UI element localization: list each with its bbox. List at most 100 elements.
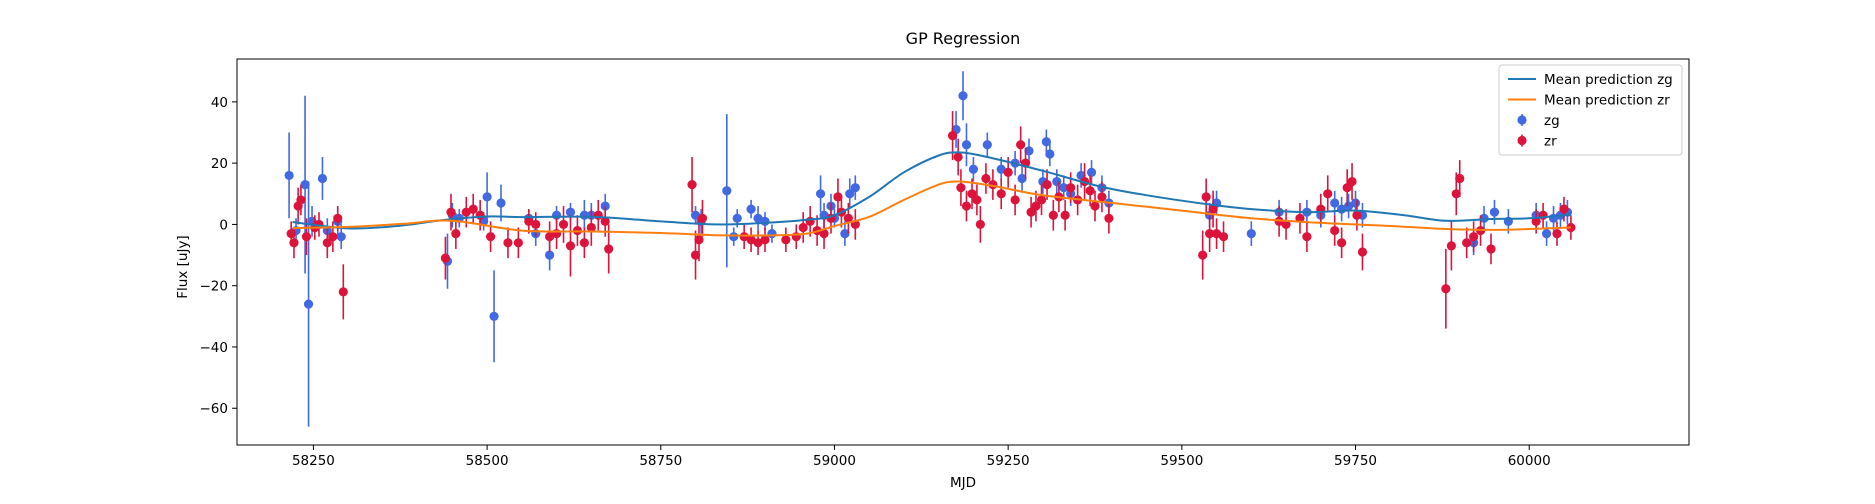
data-point-zr	[1060, 210, 1070, 220]
data-point-zr	[843, 213, 853, 223]
data-point-zg	[1045, 149, 1055, 159]
x-tick-label: 59250	[987, 453, 1030, 469]
data-point-zr	[604, 244, 614, 254]
line-mean-prediction-zg	[292, 151, 1571, 230]
data-point-zr	[475, 210, 485, 220]
data-point-zr	[690, 250, 701, 260]
legend: Mean prediction zg Mean prediction zr zg zr	[1498, 64, 1683, 156]
data-point-zr	[819, 229, 829, 239]
data-point-zr	[1357, 247, 1368, 257]
data-point-zr	[781, 235, 791, 245]
data-point-zr	[1211, 229, 1222, 239]
x-tick-label: 59500	[1160, 453, 1203, 469]
data-point-zr	[600, 216, 610, 226]
data-point-zr	[1446, 241, 1456, 251]
legend-label: zr	[1544, 134, 1557, 150]
data-point-zr	[1552, 229, 1562, 239]
data-point-zg	[545, 250, 555, 260]
data-point-zr	[753, 238, 763, 248]
data-point-zg	[1541, 229, 1552, 239]
data-point-zg	[1041, 137, 1051, 147]
data-point-zr	[513, 238, 523, 248]
data-point-zr	[531, 219, 541, 230]
data-point-zr	[760, 235, 770, 245]
x-tick-label: 58500	[466, 453, 509, 469]
data-point-zr	[1090, 201, 1100, 211]
data-point-zg	[753, 213, 763, 223]
data-point-zg	[840, 229, 850, 239]
data-point-zr	[1048, 210, 1058, 220]
data-point-zg	[845, 189, 855, 199]
data-point-zr	[446, 207, 456, 217]
data-point-zg	[690, 210, 701, 220]
data-point-zr	[503, 238, 513, 248]
data-point-zr	[1462, 238, 1472, 248]
data-point-zg	[300, 180, 310, 190]
data-point-zg	[1086, 167, 1097, 177]
data-point-zr	[1352, 210, 1362, 220]
data-point-zg	[996, 164, 1006, 174]
data-point-zr	[1205, 229, 1215, 239]
data-point-zr	[1323, 189, 1333, 199]
data-point-zg	[303, 299, 314, 309]
data-point-zr	[687, 180, 697, 190]
y-tick-label: −60	[200, 401, 229, 417]
series-zr	[286, 111, 1576, 329]
data-point-zr	[461, 207, 471, 217]
legend-label: Mean prediction zg	[1544, 72, 1673, 88]
data-point-zg	[565, 207, 576, 217]
data-point-zr	[1198, 250, 1208, 260]
legend-marker-swatch	[1517, 135, 1527, 146]
plot-frame	[236, 58, 1690, 446]
legend-item: zg	[1517, 113, 1560, 129]
y-tick-label: −20	[200, 279, 229, 295]
data-point-zg	[729, 232, 739, 242]
data-point-zg	[1330, 198, 1340, 208]
data-point-zr	[328, 232, 338, 242]
data-point-zg	[1052, 176, 1062, 187]
data-point-zr	[1003, 167, 1013, 177]
plot-area: 58250 58500 58750 59000 59250 59500 59750 60000…	[200, 71, 1576, 469]
data-point-zr	[953, 152, 963, 162]
data-point-zr	[1201, 192, 1211, 202]
data-point-zr	[551, 229, 562, 239]
data-point-zr	[805, 216, 815, 226]
data-point-zr	[579, 238, 589, 248]
x-tick-label: 60000	[1508, 453, 1551, 469]
data-point-zr	[524, 216, 534, 226]
data-point-zg	[1246, 229, 1256, 239]
data-point-zr	[697, 213, 708, 223]
y-tick-label: 40	[211, 95, 228, 111]
data-point-zr	[593, 210, 603, 220]
data-point-zg	[482, 192, 492, 202]
data-point-zr	[485, 232, 496, 242]
data-point-zr	[1330, 225, 1340, 236]
data-point-zg	[1017, 173, 1027, 184]
data-point-zg	[722, 186, 732, 196]
legend-marker-swatch	[1517, 115, 1527, 125]
data-point-zr	[947, 130, 958, 141]
data-point-zg	[968, 164, 979, 174]
data-point-zr	[440, 253, 451, 263]
y-tick-label: −40	[200, 340, 229, 356]
legend-label: zg	[1544, 113, 1560, 129]
data-point-zr	[1097, 192, 1107, 202]
y-tick-label: 20	[211, 156, 228, 172]
x-tick-label: 59750	[1334, 453, 1377, 469]
data-point-zr	[1016, 140, 1026, 150]
data-point-zr	[1281, 219, 1291, 230]
data-point-zr	[1441, 284, 1451, 294]
data-point-zr	[1347, 176, 1357, 187]
data-point-zr	[1486, 244, 1496, 254]
data-point-zg	[961, 140, 972, 150]
data-point-zr	[565, 241, 576, 251]
data-point-zr	[1010, 195, 1020, 205]
data-point-zr	[961, 201, 972, 211]
legend-item: Mean prediction zg	[1508, 72, 1673, 88]
x-axis-label: MJD	[950, 475, 976, 491]
data-point-zr	[1531, 216, 1541, 226]
data-point-zr	[746, 235, 756, 245]
data-point-zr	[1026, 207, 1036, 217]
data-point-zg	[815, 189, 826, 199]
